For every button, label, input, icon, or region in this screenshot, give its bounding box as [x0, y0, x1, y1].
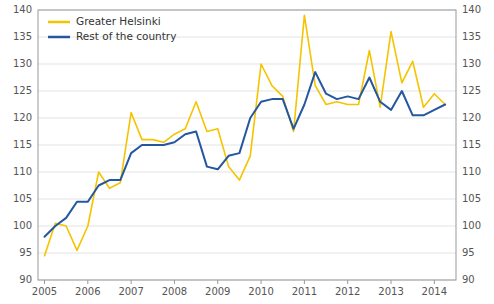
- legend-label: Greater Helsinki: [76, 15, 161, 27]
- y2-tick-label: 95: [462, 247, 475, 258]
- y-tick-label: 130: [13, 58, 32, 69]
- x-tick-label: 2009: [205, 286, 230, 297]
- y-tick-label: 120: [13, 112, 32, 123]
- plot-background: [38, 10, 456, 280]
- x-tick: [261, 280, 262, 284]
- y-tick-label: 140: [13, 4, 32, 15]
- y2-tick-label: 100: [462, 220, 481, 231]
- grid-line: [38, 253, 456, 254]
- x-tick-label: 2010: [248, 286, 273, 297]
- x-tick: [44, 280, 45, 284]
- y2-tick-label: 90: [462, 274, 475, 285]
- y2-tick-label: 110: [462, 166, 481, 177]
- x-tick: [304, 280, 305, 284]
- x-tick: [87, 280, 88, 284]
- grid-line: [38, 226, 456, 227]
- grid-line: [38, 64, 456, 65]
- x-tick-label: 2005: [32, 286, 57, 297]
- grid-line: [38, 118, 456, 119]
- y-tick-label: 135: [13, 31, 32, 42]
- y-tick-label: 90: [19, 274, 32, 285]
- grid: [38, 10, 456, 280]
- grid-line: [38, 145, 456, 146]
- legend-swatch: [48, 36, 70, 39]
- y2-tick-label: 140: [462, 4, 481, 15]
- x-tick: [434, 280, 435, 284]
- x-tick: [131, 280, 132, 284]
- x-tick-label: 2007: [118, 286, 143, 297]
- y2-tick-label: 125: [462, 85, 481, 96]
- x-tick: [347, 280, 348, 284]
- grid-line: [38, 91, 456, 92]
- legend: Greater Helsinki Rest of the country: [48, 15, 176, 42]
- y-tick-label: 125: [13, 85, 32, 96]
- legend-label: Rest of the country: [76, 30, 176, 42]
- x-tick-label: 2012: [335, 286, 360, 297]
- x-tick-label: 2014: [422, 286, 447, 297]
- y-tick-label: 115: [13, 139, 32, 150]
- legend-swatch: [48, 21, 70, 24]
- y2-tick-label: 120: [462, 112, 481, 123]
- y2-tick-label: 135: [462, 31, 481, 42]
- y2-tick-label: 130: [462, 58, 481, 69]
- y-tick-label: 100: [13, 220, 32, 231]
- y-tick-label: 95: [19, 247, 32, 258]
- y-tick-label: 110: [13, 166, 32, 177]
- x-tick-label: 2011: [292, 286, 317, 297]
- x-tick-label: 2006: [75, 286, 100, 297]
- x-tick-label: 2008: [162, 286, 187, 297]
- x-tick-label: 2013: [378, 286, 403, 297]
- series-line: [45, 15, 446, 255]
- grid-line: [38, 172, 456, 173]
- y2-tick-label: 105: [462, 193, 481, 204]
- lines: [45, 15, 446, 255]
- x-tick: [391, 280, 392, 284]
- chart: 90 95 100 105 110 115 120 125 130 135 140 90 95 100 10…: [0, 0, 494, 304]
- x-tick: [174, 280, 175, 284]
- x-tick: [217, 280, 218, 284]
- y2-tick-label: 115: [462, 139, 481, 150]
- y-tick-label: 105: [13, 193, 32, 204]
- plot-frame: [38, 10, 456, 280]
- series-line: [45, 72, 446, 237]
- grid-line: [38, 199, 456, 200]
